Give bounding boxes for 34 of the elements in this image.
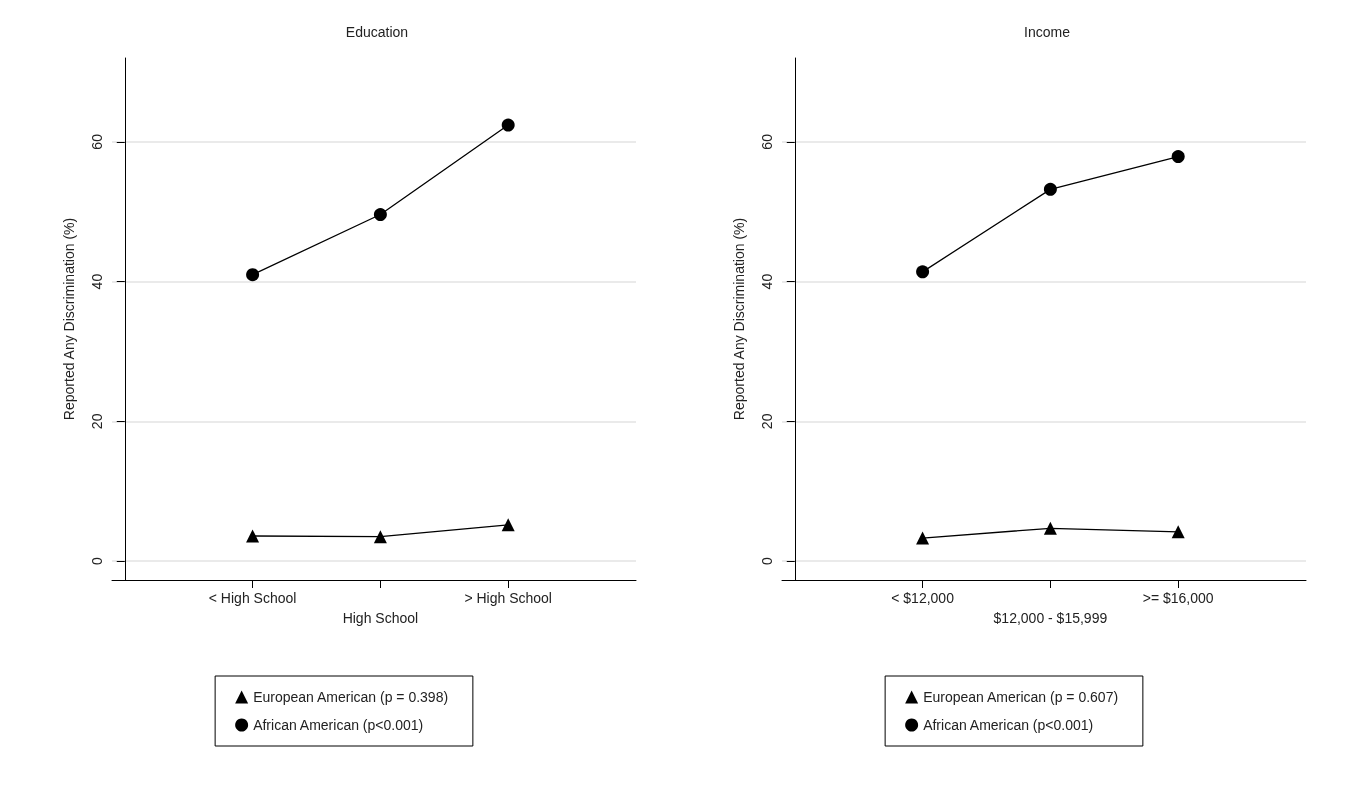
y-axis-title: Reported Any Discrimination (%) [61, 217, 77, 421]
point [1043, 182, 1057, 196]
x-tick-label: >= $16,000 [1142, 590, 1214, 606]
point [916, 265, 930, 279]
x-tick-label: > High School [464, 590, 552, 606]
legend-label: African American (p<0.001) [253, 717, 424, 733]
x-tick-label: < High School [208, 590, 297, 606]
legend-label: European American (p = 0.607) [923, 689, 1119, 705]
point [246, 529, 260, 543]
x-tick-label: High School [342, 610, 419, 626]
y-tick-label: 0 [759, 557, 775, 566]
point [916, 531, 930, 545]
y-axis-title: Reported Any Discrimination (%) [731, 217, 747, 421]
point [373, 530, 387, 544]
point [373, 208, 387, 222]
chart-title: Income [1024, 24, 1071, 40]
x-tick-label: < $12,000 [891, 590, 955, 606]
point [1171, 150, 1185, 164]
point [501, 518, 515, 532]
y-tick-label: 40 [89, 273, 105, 290]
chart-title: Education [345, 24, 409, 40]
legend-label: European American (p = 0.398) [253, 689, 449, 705]
y-tick-label: 60 [759, 133, 775, 150]
legend-label: African American (p<0.001) [923, 717, 1094, 733]
y-tick-label: 20 [759, 413, 775, 430]
y-tick-label: 60 [89, 133, 105, 150]
point [1043, 521, 1057, 535]
point [246, 268, 260, 282]
point [501, 118, 515, 132]
y-tick-label: 40 [759, 273, 775, 290]
x-tick-label: $12,000 - $15,999 [993, 610, 1108, 626]
point [1171, 525, 1185, 539]
y-tick-label: 0 [89, 557, 105, 566]
y-tick-label: 20 [89, 413, 105, 430]
